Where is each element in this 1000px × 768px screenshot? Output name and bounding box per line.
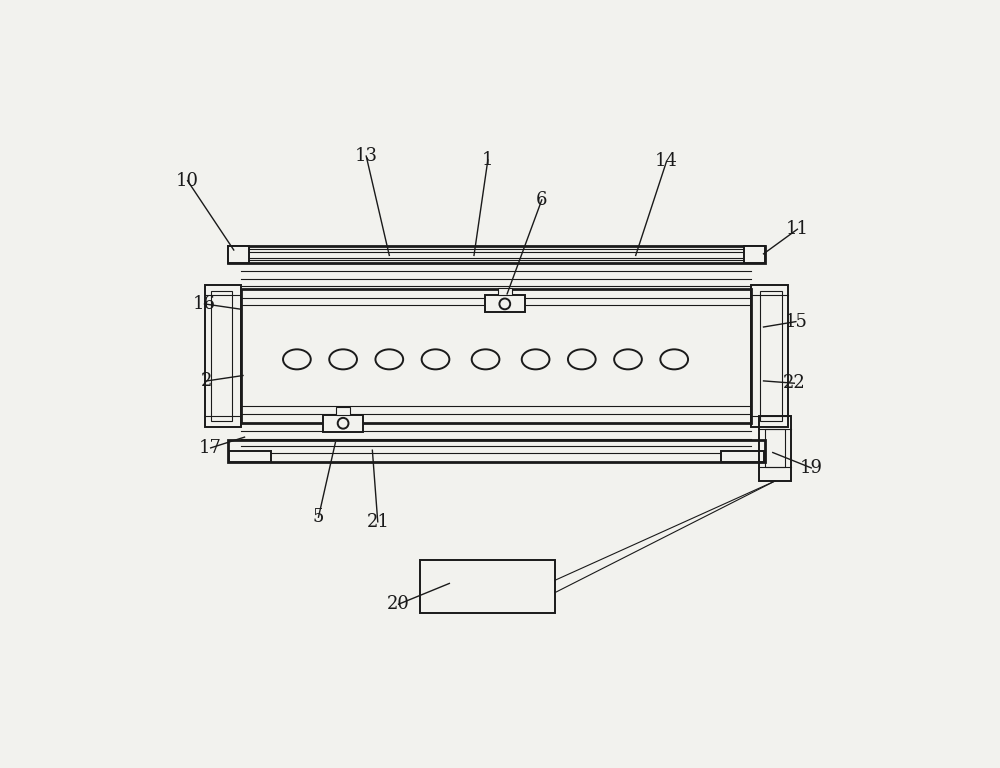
Bar [420, 561, 555, 613]
Bar [721, 451, 764, 462]
Bar [751, 285, 788, 427]
Text: 16: 16 [193, 295, 216, 313]
Bar [759, 415, 791, 481]
Text: 5: 5 [313, 508, 324, 526]
Text: 20: 20 [387, 595, 410, 613]
Bar [229, 451, 271, 462]
Bar [228, 440, 765, 462]
Bar [765, 429, 785, 467]
Bar [241, 250, 751, 260]
Bar [228, 247, 765, 263]
Text: 22: 22 [783, 374, 806, 392]
Text: 14: 14 [655, 153, 678, 170]
Bar [211, 291, 232, 421]
Text: 2: 2 [201, 372, 212, 390]
Text: 21: 21 [366, 513, 389, 531]
Bar [205, 285, 241, 427]
Text: 11: 11 [786, 220, 809, 238]
Bar [498, 288, 512, 296]
Text: 10: 10 [176, 172, 199, 190]
Text: 19: 19 [800, 459, 823, 477]
Bar [744, 247, 765, 263]
Text: 17: 17 [199, 439, 222, 457]
Bar [485, 296, 525, 313]
Bar [760, 291, 782, 421]
Bar [241, 289, 751, 423]
Bar [336, 407, 350, 415]
Text: 15: 15 [784, 313, 807, 330]
Bar [323, 415, 363, 432]
Bar [228, 247, 249, 263]
Text: 13: 13 [355, 147, 378, 165]
Text: 1: 1 [482, 151, 494, 169]
Text: 6: 6 [536, 191, 548, 209]
